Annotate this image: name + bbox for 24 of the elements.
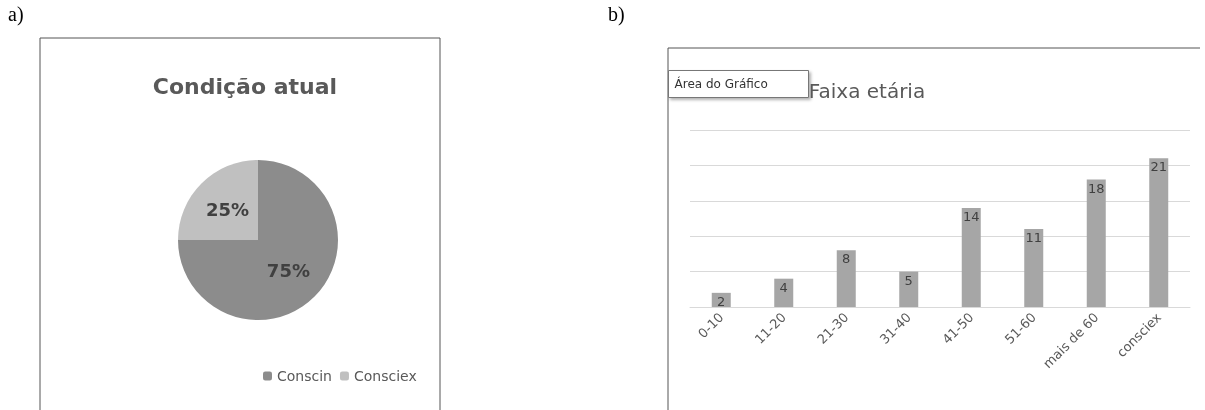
chart-title: Condição atual bbox=[152, 73, 338, 99]
bar bbox=[961, 207, 981, 307]
data-label: 5 bbox=[904, 272, 913, 288]
chart-title: Faixa etária bbox=[808, 79, 926, 103]
data-label: 8 bbox=[842, 251, 851, 267]
data-label: 21 bbox=[1150, 159, 1168, 175]
text: a) bbox=[8, 3, 24, 26]
data-label: 2 bbox=[717, 293, 726, 309]
bar bbox=[899, 271, 919, 307]
data-label: 75% bbox=[266, 259, 310, 281]
data-label: 11 bbox=[1025, 230, 1043, 246]
data-label: 14 bbox=[962, 208, 980, 224]
data-label: 18 bbox=[1087, 180, 1105, 196]
data-label: 25% bbox=[206, 199, 250, 221]
data-label: 4 bbox=[779, 279, 788, 295]
legend-label: Consciex bbox=[353, 368, 417, 384]
text: Área do Gráfico bbox=[674, 75, 768, 91]
bar bbox=[1149, 158, 1169, 307]
bar bbox=[774, 278, 794, 307]
bar bbox=[836, 250, 856, 307]
text: b) bbox=[608, 3, 625, 26]
legend-label: Conscin bbox=[277, 368, 332, 384]
bar bbox=[1086, 179, 1106, 307]
bar bbox=[1024, 229, 1044, 307]
